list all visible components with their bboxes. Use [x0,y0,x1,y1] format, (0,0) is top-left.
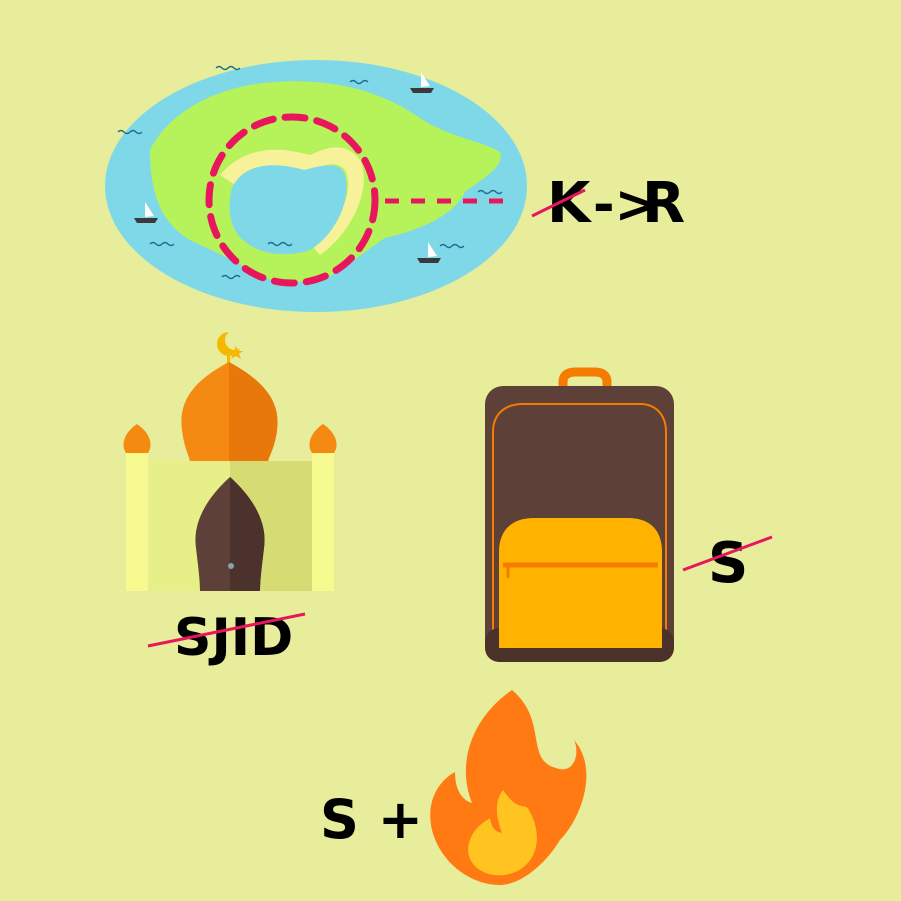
strike-line [682,535,773,572]
fire-icon [430,690,587,885]
mosque-icon [123,330,337,591]
crossed-letter-k: K [547,171,593,236]
crescent-star-icon [217,330,245,364]
island-map-icon [105,60,527,312]
wave-icon [439,243,465,249]
boat-icon [410,72,434,93]
boat-icon [134,202,158,223]
wave-icon [349,79,369,85]
wave-icon [117,129,143,135]
new-letter-r: R [642,171,685,236]
strike-line [147,612,306,648]
wave-icon [149,241,175,247]
crossed-letter-s: S [708,531,748,596]
backpack-icon [485,367,674,662]
wave-icon [221,274,241,280]
s-plus-text: S + [320,788,423,851]
boat-icon [417,242,441,263]
wave-icon [215,65,241,71]
arrow-text: -> [593,175,658,235]
wave-icon [477,189,503,195]
strike-line [531,188,586,218]
wave-icon [267,241,293,247]
